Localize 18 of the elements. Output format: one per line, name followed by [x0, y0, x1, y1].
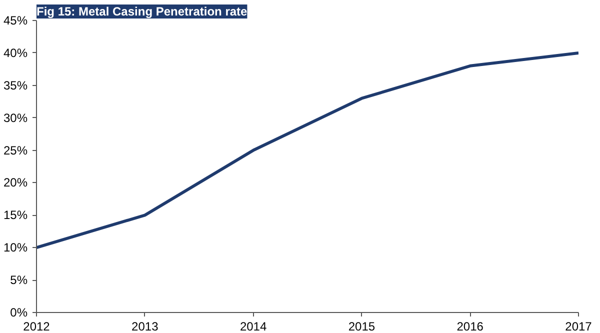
x-tick-label: 2012 — [23, 320, 50, 333]
y-tick-label: 0% — [10, 306, 28, 320]
y-tick-label: 25% — [3, 143, 28, 158]
y-tick-label: 45% — [3, 14, 28, 28]
x-tick-label: 2017 — [565, 320, 592, 333]
x-tick-label: 2014 — [240, 320, 267, 333]
y-tick-label: 35% — [3, 78, 28, 92]
line-series — [36, 51, 578, 250]
x-tick-label: 2015 — [348, 320, 376, 333]
chart-title: Fig 15: Metal Casing Penetration rate — [36, 4, 248, 18]
y-tick-label: 40% — [3, 46, 28, 60]
y-tick-label: 30% — [3, 110, 28, 125]
y-tick-label: 10% — [3, 240, 28, 255]
x-tick-label: 2013 — [132, 320, 159, 333]
y-tick-label: 5% — [10, 273, 28, 288]
x-tick-label: 2016 — [456, 320, 484, 333]
y-tick-label: 20% — [3, 176, 28, 190]
y-tick-label: 15% — [3, 208, 28, 222]
